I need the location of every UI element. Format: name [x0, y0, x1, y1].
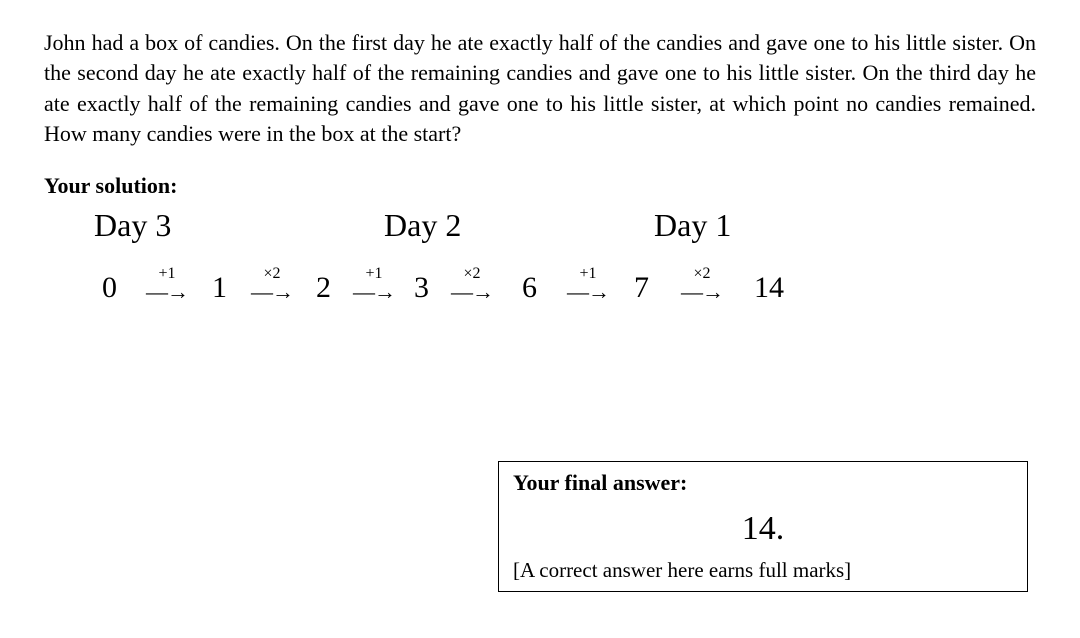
chain-arrow-56: ×2 —→	[674, 267, 730, 303]
arrow-icon: —→	[674, 281, 730, 303]
day1-label: Day 1	[654, 207, 731, 244]
final-answer-label: Your final answer:	[513, 470, 1013, 496]
day-labels-row: Day 3 Day 2 Day 1	[44, 207, 1036, 255]
chain-n1: 1	[212, 271, 227, 305]
chain-n2: 2	[316, 271, 331, 305]
chain-arrow-23: +1 —→	[346, 267, 402, 303]
chain-n6: 14	[754, 271, 784, 305]
chain-arrow-12: ×2 —→	[244, 267, 300, 303]
chain-n3: 3	[414, 271, 429, 305]
working-chain: 0 +1 —→ 1 ×2 —→ 2 +1 —→ 3 ×2 —→ 6 +1 —→ …	[44, 257, 1036, 317]
arrow-icon: —→	[244, 281, 300, 303]
arrow-icon: —→	[346, 281, 402, 303]
problem-statement: John had a box of candies. On the first …	[44, 28, 1036, 149]
chain-n4: 6	[522, 271, 537, 305]
arrow-icon: —→	[560, 281, 616, 303]
chain-n0: 0	[102, 271, 117, 305]
chain-arrow-45: +1 —→	[560, 267, 616, 303]
final-answer-value: 14.	[513, 496, 1013, 558]
final-answer-box: Your final answer: 14. [A correct answer…	[498, 461, 1028, 592]
arrow-icon: —→	[444, 281, 500, 303]
chain-arrow-34: ×2 —→	[444, 267, 500, 303]
chain-n5: 7	[634, 271, 649, 305]
solution-heading: Your solution:	[44, 173, 1036, 199]
chain-arrow-01: +1 —→	[139, 267, 195, 303]
day2-label: Day 2	[384, 207, 461, 244]
worksheet-page: John had a box of candies. On the first …	[0, 0, 1080, 638]
day3-label: Day 3	[94, 207, 171, 244]
final-answer-note: [A correct answer here earns full marks]	[513, 558, 1013, 583]
arrow-icon: —→	[139, 281, 195, 303]
